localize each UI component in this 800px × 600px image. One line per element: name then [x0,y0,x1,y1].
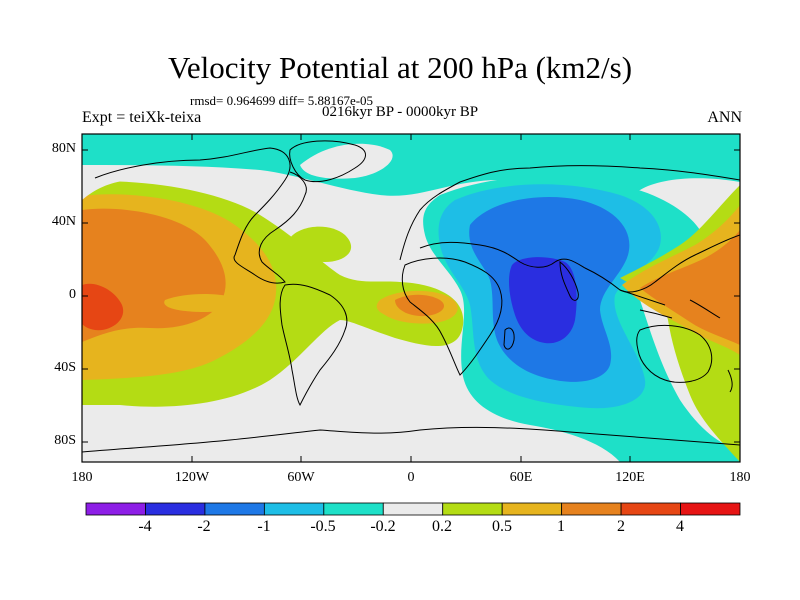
field-atlantic-strong [395,294,445,317]
colorbar-swatch-10 [620,502,681,516]
colorbar-label-4: -0.5 [310,518,336,535]
colorbar-label-3: -1 [257,518,271,535]
colorbar-swatch-7 [442,502,503,516]
colorbar-label-6: 0.2 [432,518,452,535]
plot-title: Velocity Potential at 200 hPa (km2/s) [167,50,633,85]
colorbar-swatch-11 [680,502,741,516]
colorbar-label-7: 0.5 [492,518,512,535]
coast-madagascar [503,327,515,350]
lon-label-60w: 60W [287,470,315,485]
coast-greenland [289,140,366,183]
coast-australia [636,325,713,383]
field-positive-low-atl [289,226,352,262]
contour-fields [82,134,740,462]
lon-label-120w: 120W [174,470,210,485]
lat-label-40n: 40N [51,214,76,229]
field-arctic-neutral [300,143,393,179]
lat-label-80s: 80S [54,433,76,448]
colorbar-swatch-9 [561,502,622,516]
coast-new-zealand [727,369,733,393]
colorbar-label-8: 1 [557,518,565,535]
lon-label-60e: 60E [509,470,533,485]
coast-europe-south [419,234,740,293]
lon-label-120e: 120E [615,470,645,485]
lat-label-80n: 80N [51,141,76,156]
field-positive-hole [164,294,242,312]
coast-europe-asia [399,165,740,261]
coast-north-america [94,147,307,284]
experiment-label: Expt = teiXk-teixa [82,109,202,126]
colorbar-label-2: -2 [197,518,211,535]
colorbar-swatch-5 [323,502,384,516]
lat-ticks [82,149,740,443]
colorbar-label-10: 4 [676,518,684,535]
lon-ticks [81,134,741,462]
coast-antarctica [82,426,740,453]
lat-label-0: 0 [69,287,76,302]
season-label: ANN [707,109,742,126]
colorbar-swatch-4 [263,502,325,516]
colorbar-label-5: -0.2 [370,518,396,535]
field-arctic-neutral2 [82,165,150,200]
colorbar-label-1: -4 [138,518,152,535]
lon-label-0: 0 [407,470,415,485]
colorbar-swatch-6 [382,502,444,516]
coast-africa [401,257,503,376]
coastlines [82,140,740,453]
field-east-positive-strong [640,230,740,345]
lat-label-40s: 40S [54,360,76,375]
colorbar-swatch-8 [501,502,563,516]
coast-south-america [279,283,348,407]
colorbar-swatch-3 [204,502,265,516]
coast-india [559,260,579,301]
period-label: 0216kyr BP - 0000kyr BP [322,104,479,120]
colorbar [85,502,741,516]
colorbar-label-9: 2 [617,518,625,535]
field-positive-core [82,283,124,331]
colorbar-swatch-1 [85,502,146,516]
lon-label-180w: 180 [71,470,93,485]
field-negative-strong [508,257,577,344]
colorbar-swatch-2 [145,502,206,516]
stats-line: rmsd= 0.964699 diff= 5.88167e-05 [190,93,374,108]
coast-maritime [619,289,721,319]
lon-label-180e: 180 [729,470,751,485]
